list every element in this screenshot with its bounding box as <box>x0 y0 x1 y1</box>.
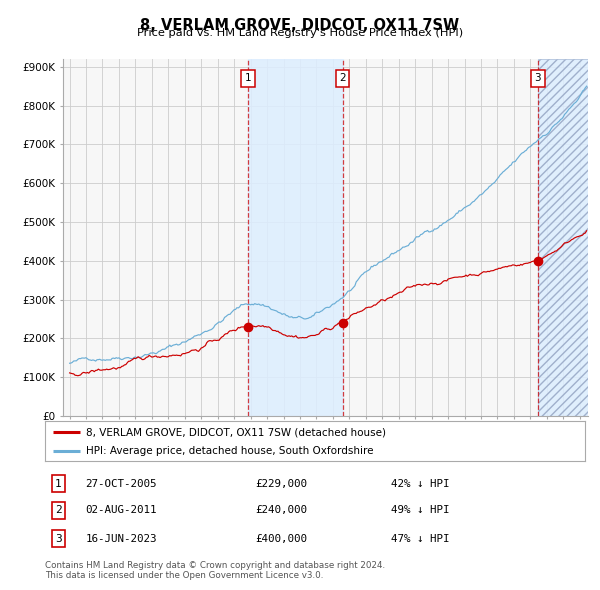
Bar <box>538 59 588 416</box>
Text: Contains HM Land Registry data © Crown copyright and database right 2024.: Contains HM Land Registry data © Crown c… <box>45 560 385 569</box>
Text: £240,000: £240,000 <box>256 506 308 515</box>
Text: £400,000: £400,000 <box>256 534 308 543</box>
Text: 2: 2 <box>55 506 62 515</box>
Text: 8, VERLAM GROVE, DIDCOT, OX11 7SW (detached house): 8, VERLAM GROVE, DIDCOT, OX11 7SW (detac… <box>86 427 386 437</box>
Text: 16-JUN-2023: 16-JUN-2023 <box>86 534 157 543</box>
Text: £229,000: £229,000 <box>256 479 308 489</box>
Text: 27-OCT-2005: 27-OCT-2005 <box>86 479 157 489</box>
Bar <box>248 59 343 416</box>
Text: 3: 3 <box>535 73 541 83</box>
Text: 1: 1 <box>55 479 62 489</box>
Text: 02-AUG-2011: 02-AUG-2011 <box>86 506 157 515</box>
Text: 2: 2 <box>339 73 346 83</box>
Text: 3: 3 <box>55 534 62 543</box>
Text: Price paid vs. HM Land Registry's House Price Index (HPI): Price paid vs. HM Land Registry's House … <box>137 28 463 38</box>
Text: 42% ↓ HPI: 42% ↓ HPI <box>391 479 449 489</box>
Text: 49% ↓ HPI: 49% ↓ HPI <box>391 506 449 515</box>
Text: 1: 1 <box>245 73 251 83</box>
Text: HPI: Average price, detached house, South Oxfordshire: HPI: Average price, detached house, Sout… <box>86 445 373 455</box>
Text: This data is licensed under the Open Government Licence v3.0.: This data is licensed under the Open Gov… <box>45 571 323 579</box>
Text: 47% ↓ HPI: 47% ↓ HPI <box>391 534 449 543</box>
Text: 8, VERLAM GROVE, DIDCOT, OX11 7SW: 8, VERLAM GROVE, DIDCOT, OX11 7SW <box>140 18 460 32</box>
Bar <box>538 59 588 416</box>
